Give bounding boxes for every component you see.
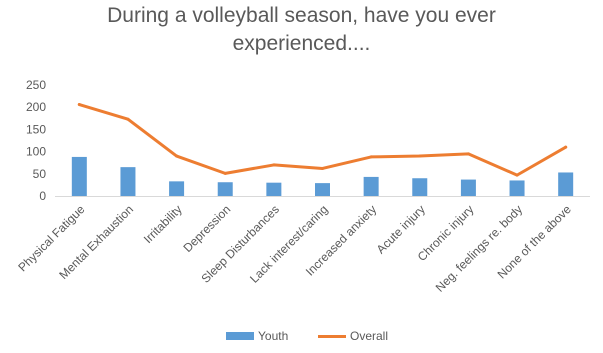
legend-item-overall: Overall bbox=[318, 329, 388, 343]
bar-youth bbox=[71, 156, 87, 196]
y-tick-label: 100 bbox=[26, 145, 46, 159]
bar-youth bbox=[509, 180, 525, 196]
legend-item-youth: Youth bbox=[226, 329, 288, 343]
bar-youth bbox=[315, 183, 330, 196]
y-tick-label: 250 bbox=[26, 78, 46, 92]
line-overall bbox=[77, 103, 568, 177]
line-point-overall bbox=[272, 163, 276, 167]
legend-label-overall: Overall bbox=[350, 329, 389, 343]
line-point-overall bbox=[126, 117, 130, 121]
bar-youth bbox=[266, 182, 282, 196]
line-point-overall bbox=[515, 173, 519, 177]
bar-youth bbox=[217, 182, 233, 196]
chart-legend: Youth Overall bbox=[0, 329, 603, 349]
line-point-overall bbox=[466, 152, 470, 156]
bar-youth bbox=[120, 167, 136, 196]
x-tick-label: Neg. feelings re. body bbox=[433, 202, 525, 294]
bar-youth bbox=[412, 178, 428, 196]
legend-swatch-youth bbox=[226, 332, 254, 340]
chart-title-line-2: experienced.... bbox=[232, 32, 371, 55]
line-point-overall bbox=[369, 155, 373, 159]
y-tick-label: 50 bbox=[33, 167, 47, 181]
bar-youth bbox=[460, 179, 476, 196]
legend-swatch-overall bbox=[318, 334, 346, 338]
line-point-overall bbox=[564, 145, 568, 149]
y-tick-label: 0 bbox=[39, 189, 46, 203]
y-tick-label: 200 bbox=[26, 100, 46, 114]
bar-youth bbox=[363, 176, 379, 196]
x-tick-label: Depression bbox=[181, 202, 234, 255]
y-tick-label: 150 bbox=[26, 122, 46, 136]
line-point-overall bbox=[418, 154, 422, 158]
line-point-overall bbox=[223, 171, 227, 175]
line-point-overall bbox=[175, 154, 179, 158]
line-point-overall bbox=[321, 166, 324, 170]
bar-youth bbox=[558, 172, 574, 196]
line-point-overall bbox=[77, 103, 81, 107]
bar-youth bbox=[169, 181, 185, 196]
legend-label-youth: Youth bbox=[258, 329, 289, 343]
chart-title-line-1: During a volleyball season, have you eve… bbox=[107, 4, 496, 27]
x-tick-label: Irritability bbox=[141, 202, 185, 246]
